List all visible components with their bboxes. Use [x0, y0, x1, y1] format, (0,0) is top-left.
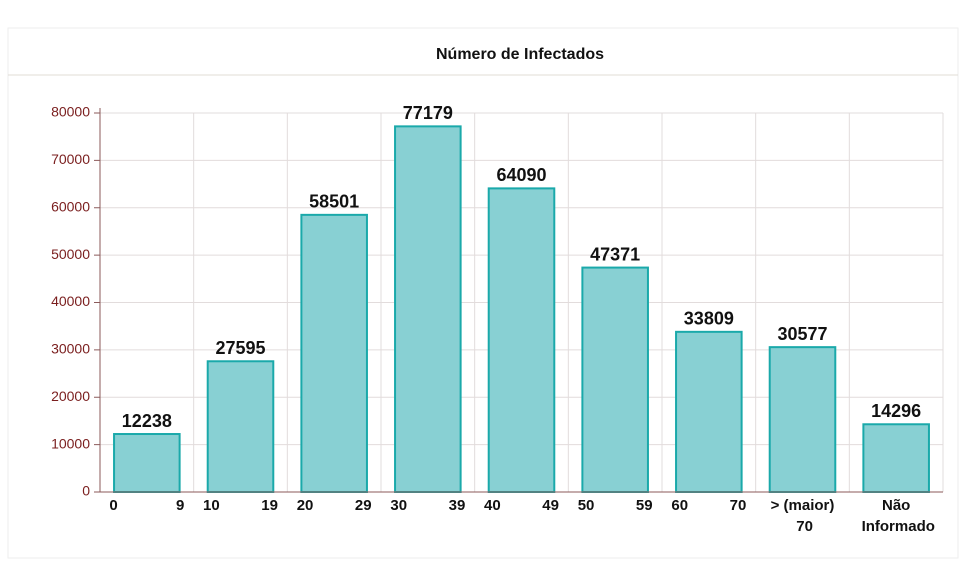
y-tick-label: 30000	[51, 341, 90, 357]
bar	[487, 187, 556, 493]
y-tick-label: 60000	[51, 198, 90, 214]
data-label: 58501	[309, 192, 359, 212]
data-label: 27595	[215, 338, 265, 358]
x-tick-label: 30 39	[390, 497, 465, 514]
bar	[768, 346, 837, 493]
bar	[113, 433, 181, 493]
data-label: 33809	[684, 309, 734, 329]
x-tick-label: Não Informado	[857, 497, 935, 535]
y-tick-label: 40000	[51, 293, 90, 309]
y-tick-label: 0	[82, 483, 90, 499]
chart-title: Número de Infectados	[436, 46, 604, 63]
bar	[862, 423, 930, 494]
bar	[206, 360, 275, 493]
x-tick-label: 10 19	[203, 497, 278, 514]
y-tick-label: 10000	[51, 435, 90, 451]
data-label: 14296	[871, 401, 921, 421]
data-label: 77179	[403, 103, 453, 123]
bar	[300, 213, 368, 494]
bar	[394, 125, 462, 493]
data-label: 30577	[777, 324, 827, 344]
y-tick-label: 50000	[51, 246, 90, 262]
bar	[581, 266, 649, 493]
data-label: 12238	[122, 411, 172, 431]
y-tick-label: 20000	[51, 388, 90, 404]
bar	[675, 330, 743, 493]
x-tick-label: 50 59	[578, 497, 653, 514]
x-tick-label: > (maior) 70	[771, 497, 835, 535]
x-tick-label: 20 29	[297, 497, 372, 514]
x-tick-label: 40 49	[484, 497, 559, 514]
x-tick-label: 60 70	[671, 497, 746, 514]
data-label: 64090	[496, 165, 546, 185]
y-tick-label: 80000	[51, 104, 90, 120]
data-label: 47371	[590, 244, 640, 264]
x-tick-label: 0 9	[109, 497, 184, 514]
y-tick-label: 70000	[51, 151, 90, 167]
